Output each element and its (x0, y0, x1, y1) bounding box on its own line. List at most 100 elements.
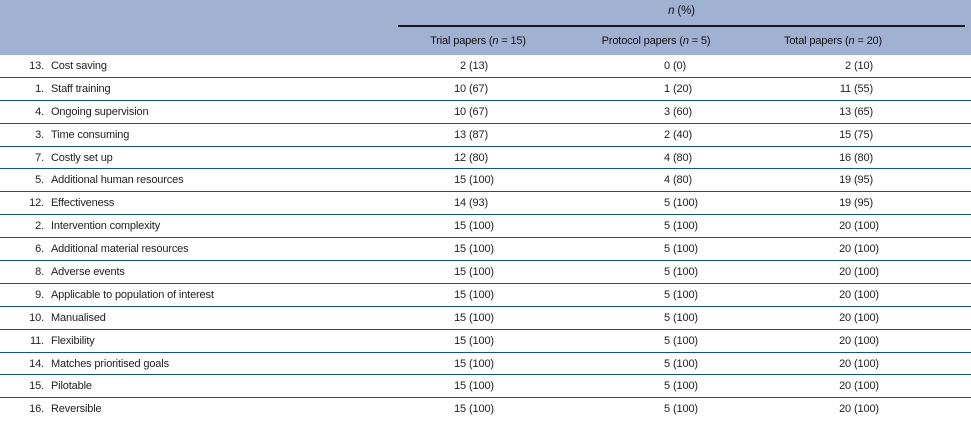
cell-count: 16 (839, 151, 851, 164)
cell-percent: (100) (854, 311, 879, 324)
table-row: 10. Manualised 15 (100) 5 (100) 20 (100) (0, 307, 971, 330)
table-header: n (%) Trial papers (n = 15) Protocol pap… (0, 0, 971, 55)
cell-percent: (100) (854, 380, 879, 393)
table-row: 8. Adverse events 15 (100) 5 (100) 20 (100) (0, 261, 971, 284)
cell-percent: (10) (854, 59, 873, 72)
row-number: 11. (29, 334, 44, 347)
cell-count: 20 (839, 380, 851, 393)
row-number: 10. (29, 311, 44, 324)
cell-count: 5 (664, 357, 670, 370)
cell-count: 3 (664, 105, 670, 118)
cell-count: 20 (839, 311, 851, 324)
row-number: 3. (35, 128, 44, 141)
cell-count: 5 (664, 243, 670, 256)
cell-percent: (100) (673, 334, 698, 347)
row-label-text: Matches prioritised goals (51, 357, 169, 370)
row-number: 13. (29, 59, 44, 72)
cell-percent: (100) (469, 334, 494, 347)
cell-percent: (95) (854, 197, 873, 210)
cell-percent: (60) (673, 105, 692, 118)
row-number: 16. (29, 403, 44, 416)
cell-count: 4 (664, 151, 670, 164)
row-label-text: Applicable to population of interest (51, 288, 214, 301)
table-row: 7. Costly set up 12 (80) 4 (80) 16 (80) (0, 147, 971, 170)
cell-count: 20 (839, 357, 851, 370)
cell-count: 20 (839, 243, 851, 256)
cell-percent: (100) (469, 311, 494, 324)
cell-count: 2 (845, 59, 851, 72)
cell-percent: (93) (469, 197, 488, 210)
cell-percent: (100) (854, 334, 879, 347)
row-label: 8. Adverse events (0, 266, 370, 278)
cell-count: 5 (664, 380, 670, 393)
table-row: 13. Cost saving 2 (13) 0 (0) 2 (10) (0, 55, 971, 78)
cell-percent: (100) (673, 288, 698, 301)
cell-count: 4 (664, 174, 670, 187)
cell-percent: (95) (854, 174, 873, 187)
cell-count: 0 (664, 59, 670, 72)
table-row: 12. Effectiveness 14 (93) 5 (100) 19 (95) (0, 192, 971, 216)
table-row: 11. Flexibility 15 (100) 5 (100) 20 (100) (0, 330, 971, 353)
cell-percent: (80) (673, 151, 692, 164)
cell-percent: (100) (854, 288, 879, 301)
group-column-header-n-percent: n (%) (668, 5, 695, 17)
cell-percent: (20) (673, 82, 692, 95)
cell-percent: (100) (469, 288, 494, 301)
row-label-text: Cost saving (51, 59, 107, 72)
cell-count: 20 (839, 220, 851, 233)
row-label-text: Manualised (51, 311, 106, 324)
table-body: 13. Cost saving 2 (13) 0 (0) 2 (10) 1. Staff trai… (0, 55, 971, 420)
cell-percent: (100) (854, 357, 879, 370)
cell-percent: (67) (469, 105, 488, 118)
row-label-text: Time consuming (51, 128, 130, 141)
cell-percent: (100) (673, 243, 698, 256)
cell-count: 15 (454, 220, 466, 233)
cell-count: 1 (664, 82, 670, 95)
cell-count: 10 (454, 82, 466, 95)
cell-percent: (80) (469, 151, 488, 164)
cell-count: 13 (839, 105, 851, 118)
cell-count: 5 (664, 220, 670, 233)
row-label-text: Flexibility (51, 334, 95, 347)
cell-count: 20 (839, 334, 851, 347)
cell-count: 20 (839, 288, 851, 301)
cell-count: 19 (839, 174, 851, 187)
cell-count: 15 (454, 288, 466, 301)
row-label: 6. Additional material resources (0, 243, 370, 255)
cell-percent: (100) (673, 265, 698, 278)
row-label-text: Pilotable (51, 380, 92, 393)
row-label: 15. Pilotable (0, 380, 370, 392)
row-label: 10. Manualised (0, 312, 370, 324)
row-label: 11. Flexibility (0, 335, 370, 347)
cell-percent: (80) (673, 174, 692, 187)
cell-percent: (75) (854, 128, 873, 141)
cell-percent: (100) (673, 380, 698, 393)
cell-percent: (100) (854, 243, 879, 256)
cell-percent: (100) (469, 174, 494, 187)
cell-count: 13 (454, 128, 466, 141)
row-label: 7. Costly set up (0, 152, 370, 164)
cell-count: 15 (454, 380, 466, 393)
table-row: 14. Matches prioritised goals 15 (100) 5 (100… (0, 353, 971, 376)
cell-percent: (100) (673, 403, 698, 416)
row-label: 1. Staff training (0, 83, 370, 95)
row-label: 9. Applicable to population of interest (0, 289, 370, 301)
cell-percent: (0) (673, 59, 686, 72)
cell-percent: (100) (854, 220, 879, 233)
row-label: 12. Effectiveness (0, 197, 370, 209)
row-label-text: Adverse events (51, 265, 125, 278)
cell-percent: (65) (854, 105, 873, 118)
row-label-text: Intervention complexity (51, 220, 161, 233)
cell-count: 12 (454, 151, 466, 164)
cell-percent: (100) (469, 243, 494, 256)
table-row: 9. Applicable to population of interest 15… (0, 284, 971, 307)
cell-percent: (100) (469, 403, 494, 416)
cell-percent: (100) (854, 265, 879, 278)
cell-count: 15 (454, 334, 466, 347)
row-number: 6. (35, 243, 44, 256)
cell-percent: (100) (469, 380, 494, 393)
cell-percent: (100) (673, 220, 698, 233)
cell-count: 19 (839, 197, 851, 210)
header-rule (398, 25, 965, 27)
row-label-text: Additional human resources (51, 174, 184, 187)
